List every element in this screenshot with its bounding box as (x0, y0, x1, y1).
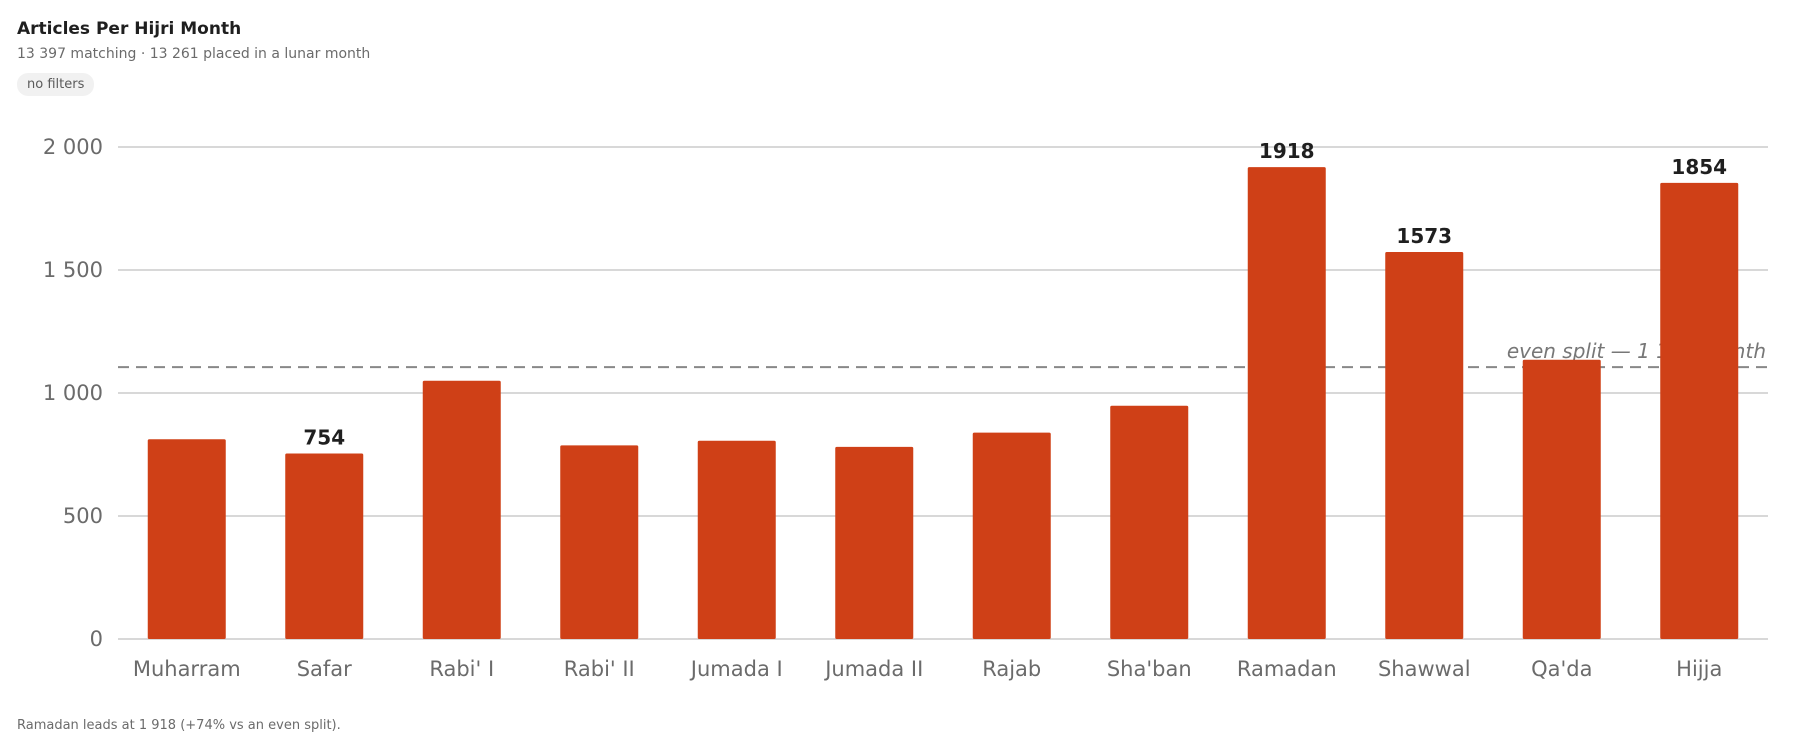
x-tick-label: Muharram (133, 657, 241, 681)
y-tick-label: 1 500 (43, 258, 103, 282)
y-tick-label: 0 (90, 627, 103, 651)
x-tick-label: Safar (297, 657, 352, 681)
x-tick-label: Rabi' I (429, 657, 494, 681)
bar-rajab[interactable] (972, 432, 1051, 639)
bar-rabi-i[interactable] (422, 380, 501, 639)
bar-safar[interactable] (285, 453, 364, 639)
x-axis-labels: Muharram Safar Rabi' I Rabi' II Jumada I Juma… (133, 657, 1723, 681)
x-tick-label: Sha'ban (1107, 657, 1192, 681)
data-labels: 754 1918 1573 1854 (303, 139, 1727, 449)
bars (147, 167, 1739, 640)
y-axis-ticks: 0 500 1 000 1 500 2 000 (43, 135, 103, 651)
data-label: 1573 (1396, 224, 1452, 248)
filter-status-chip[interactable]: no filters (17, 73, 95, 96)
bar-qa-da[interactable] (1522, 359, 1601, 639)
bar-rabi-ii[interactable] (560, 445, 639, 639)
data-label: 1854 (1671, 155, 1727, 179)
x-tick-label: Qa'da (1531, 657, 1592, 681)
gridlines (118, 146, 1768, 640)
x-tick-label: Jumada I (689, 657, 783, 681)
bar-shawwal[interactable] (1385, 252, 1464, 640)
bar-jumada-ii[interactable] (835, 446, 914, 639)
data-label: 754 (303, 426, 345, 450)
x-tick-label: Rabi' II (564, 657, 635, 681)
bar-jumada-i[interactable] (697, 440, 776, 639)
bar-muharram[interactable] (147, 439, 226, 639)
x-tick-label: Hijja (1676, 657, 1722, 681)
x-tick-label: Shawwal (1378, 657, 1471, 681)
x-tick-label: Jumada II (823, 657, 923, 681)
y-tick-label: 1 000 (43, 381, 103, 405)
chart-header: Articles Per Hijri Month 13 397 matching… (17, 18, 370, 96)
y-tick-label: 500 (63, 504, 103, 528)
chart-footnote: Ramadan leads at 1 918 (+74% vs an even … (17, 718, 341, 733)
bar-ramadan[interactable] (1247, 167, 1326, 639)
chart-title: Articles Per Hijri Month (17, 19, 242, 39)
reference-line-group: even split — 1 105/month (118, 339, 1768, 369)
x-tick-label: Ramadan (1237, 657, 1337, 681)
x-tick-label: Rajab (982, 657, 1041, 681)
y-tick-label: 2 000 (43, 135, 103, 159)
data-label: 1918 (1259, 139, 1315, 163)
bar-hijja[interactable] (1660, 182, 1739, 639)
bar-sha-ban[interactable] (1110, 405, 1189, 639)
chart-subtitle: 13 397 matching · 13 261 placed in a lun… (17, 46, 371, 62)
